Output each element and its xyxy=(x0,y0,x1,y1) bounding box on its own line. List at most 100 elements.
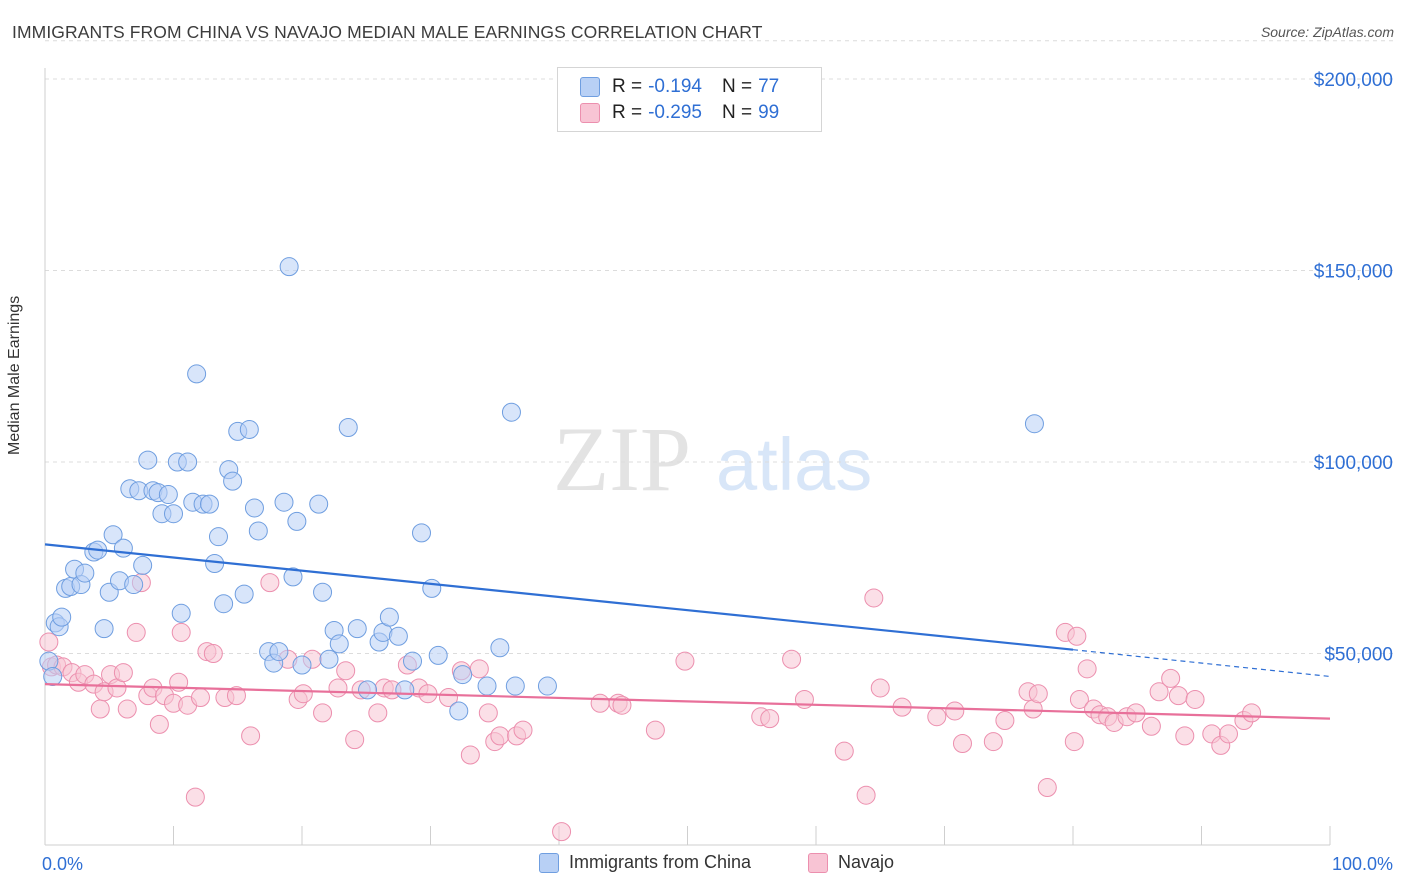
china-point-43 xyxy=(248,521,268,541)
china-point-72 xyxy=(490,638,510,658)
navajo-point-12 xyxy=(113,663,133,683)
navajo-point-91 xyxy=(1141,716,1161,736)
china-point-71 xyxy=(477,676,497,696)
legend-r-value-china: -0.194 xyxy=(648,76,702,97)
china-point-36 xyxy=(214,594,234,614)
navajo-point-84 xyxy=(1077,659,1097,679)
china-point-28 xyxy=(171,603,191,623)
source-label: Source: ZipAtlas.com xyxy=(1260,24,1394,40)
china-point-41 xyxy=(239,419,259,439)
navajo-point-13 xyxy=(117,699,137,719)
bottom-legend-navajo: Navajo xyxy=(808,852,894,873)
china-point-56 xyxy=(329,634,349,654)
navajo-point-81 xyxy=(1064,732,1084,752)
chart-title: IMMIGRANTS FROM CHINA VS NAVAJO MEDIAN M… xyxy=(12,22,763,42)
china-point-38 xyxy=(223,471,243,491)
navajo-point-37 xyxy=(328,678,348,698)
bottom-legend-china: Immigrants from China xyxy=(539,852,751,873)
navajo-point-94 xyxy=(1168,686,1188,706)
navajo-point-82 xyxy=(1067,626,1087,646)
china-point-58 xyxy=(347,619,367,639)
navajo-point-27 xyxy=(203,644,223,663)
bottom-legend-navajo-swatch xyxy=(808,852,828,873)
legend-row-china: R = -0.194 N = 77 xyxy=(580,75,799,99)
y-tick-label-0: $50,000 xyxy=(1324,645,1393,666)
navajo-swatch xyxy=(580,103,600,123)
china-trend-extension xyxy=(1072,649,1331,678)
china-point-21 xyxy=(138,450,158,470)
navajo-point-79 xyxy=(1037,778,1057,798)
navajo-point-71 xyxy=(927,707,947,727)
china-point-51 xyxy=(292,655,312,675)
china-point-31 xyxy=(187,364,207,384)
china-point-49 xyxy=(283,567,303,587)
navajo-points xyxy=(39,573,1262,842)
grid-lines xyxy=(45,40,1393,654)
navajo-point-63 xyxy=(760,709,780,729)
china-point-68 xyxy=(428,645,448,665)
china-point-35 xyxy=(208,527,228,547)
china-point-34 xyxy=(205,553,225,573)
china-point-52 xyxy=(309,494,329,514)
navajo-point-8 xyxy=(90,699,110,719)
china-point-48 xyxy=(279,257,299,277)
navajo-point-30 xyxy=(241,726,261,746)
china-point-64 xyxy=(395,680,415,700)
china-point-12 xyxy=(94,619,114,639)
navajo-point-38 xyxy=(336,661,356,681)
navajo-point-50 xyxy=(469,659,489,679)
navajo-point-25 xyxy=(190,688,210,708)
legend-n-label: N = xyxy=(721,102,753,123)
navajo-point-73 xyxy=(952,734,972,754)
navajo-point-66 xyxy=(834,741,854,761)
navajo-point-22 xyxy=(171,622,191,642)
y-tick-labels: $50,000 $100,000 $150,000 $200,000 xyxy=(1314,70,1393,666)
legend-row-navajo: R = -0.295 N = 99 xyxy=(580,101,799,125)
china-point-57 xyxy=(338,418,358,438)
china-point-20 xyxy=(133,555,153,575)
china-swatch xyxy=(580,77,600,97)
china-point-74 xyxy=(505,676,525,696)
china-point-76 xyxy=(1024,414,1044,434)
china-point-29 xyxy=(178,452,198,472)
navajo-point-83 xyxy=(1069,689,1089,709)
navajo-point-60 xyxy=(645,720,665,740)
navajo-point-93 xyxy=(1161,668,1181,688)
china-point-47 xyxy=(274,492,294,512)
navajo-point-74 xyxy=(983,732,1003,752)
china-point-54 xyxy=(319,649,339,669)
navajo-point-55 xyxy=(513,720,533,740)
china-point-40 xyxy=(234,584,254,604)
y-tick-label-2: $150,000 xyxy=(1314,262,1393,283)
navajo-point-92 xyxy=(1149,682,1169,702)
navajo-point-101 xyxy=(1242,703,1262,723)
navajo-point-61 xyxy=(675,651,695,671)
china-point-50 xyxy=(287,511,307,531)
china-point-53 xyxy=(313,582,333,602)
china-point-62 xyxy=(379,607,399,627)
china-point-69 xyxy=(449,701,469,721)
china-point-42 xyxy=(244,498,264,518)
navajo-point-49 xyxy=(460,745,480,765)
navajo-point-56 xyxy=(552,822,572,842)
legend-r-value-navajo: -0.295 xyxy=(648,102,702,123)
china-point-63 xyxy=(388,626,408,646)
watermark-zip: ZIP xyxy=(553,408,691,510)
x-tick-label-0: 0.0% xyxy=(42,854,83,874)
watermark-atlas: atlas xyxy=(716,423,872,506)
china-point-16 xyxy=(113,538,133,558)
navajo-point-14 xyxy=(126,622,146,642)
navajo-point-64 xyxy=(782,649,802,669)
legend-n-label: N = xyxy=(721,76,753,97)
navajo-point-57 xyxy=(590,693,610,713)
bottom-legend-navajo-label: Navajo xyxy=(838,852,895,872)
navajo-point-96 xyxy=(1185,689,1205,709)
navajo-trend-line xyxy=(44,683,1331,720)
navajo-point-72 xyxy=(945,701,965,721)
china-point-65 xyxy=(403,651,423,671)
china-point-4 xyxy=(52,607,72,627)
china-point-14 xyxy=(103,525,123,545)
navajo-point-39 xyxy=(345,730,365,750)
bottom-legend-china-label: Immigrants from China xyxy=(569,852,752,872)
navajo-point-41 xyxy=(368,703,388,723)
